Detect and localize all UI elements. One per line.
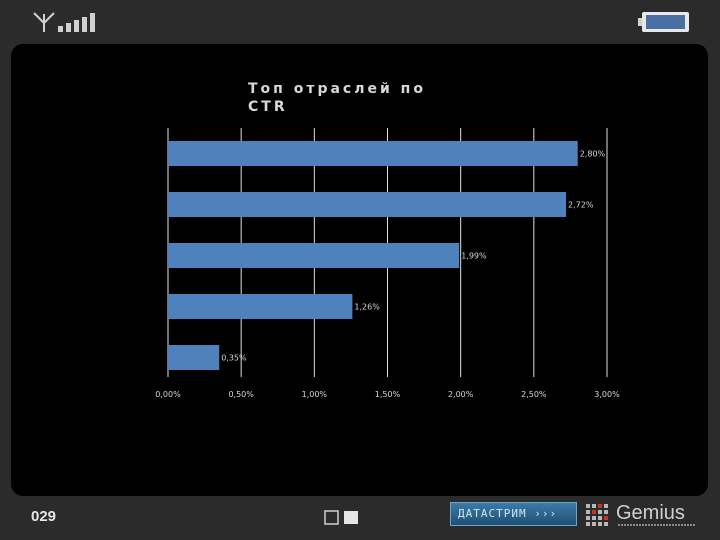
x-tick-label: 0,50% xyxy=(228,390,254,399)
status-bar xyxy=(0,0,720,44)
slide-nav-icons[interactable] xyxy=(324,509,360,525)
bar-value-label: 1,26% xyxy=(354,303,380,312)
signal-strength-icon xyxy=(33,12,95,32)
bar xyxy=(168,243,460,268)
x-tick-label: 1,00% xyxy=(302,390,328,399)
datastream-logo: ДАТАСТРИМ ››› xyxy=(450,502,577,526)
gemius-wordmark: Gemius xyxy=(616,502,685,524)
bar xyxy=(168,294,353,319)
chart-title: Топ отраслей по CTR xyxy=(246,80,468,116)
x-tick-label: 2,50% xyxy=(521,390,547,399)
gemius-logo: Gemius xyxy=(586,502,696,528)
x-tick-label: 3,00% xyxy=(594,390,620,399)
bar-value-label: 1,99% xyxy=(461,252,487,261)
bar-value-label: 0,35% xyxy=(221,354,247,363)
x-tick-label: 1,50% xyxy=(375,390,401,399)
slide-number: 029 xyxy=(31,508,57,525)
bar-value-label: 2,72% xyxy=(568,201,594,210)
filled-square-icon xyxy=(344,511,358,524)
outline-square-icon xyxy=(324,510,339,525)
gemius-tagline xyxy=(618,524,696,526)
ctr-bar-chart: 2,80% 2,72% 1,99% 1,26% 0,35% 0,00% 0,50% 1,00%… xyxy=(155,128,620,399)
bar xyxy=(168,141,578,166)
x-tick-label: 2,00% xyxy=(448,390,474,399)
bar xyxy=(168,192,567,217)
slide-screen: 2,80% 2,72% 1,99% 1,26% 0,35% 0,00% 0,50% 1,00%… xyxy=(11,44,708,496)
battery-icon xyxy=(638,12,689,32)
bar xyxy=(168,345,220,370)
bar-value-label: 2,80% xyxy=(580,150,606,159)
x-tick-label: 0,00% xyxy=(155,390,181,399)
gemius-grid-icon xyxy=(586,504,608,526)
